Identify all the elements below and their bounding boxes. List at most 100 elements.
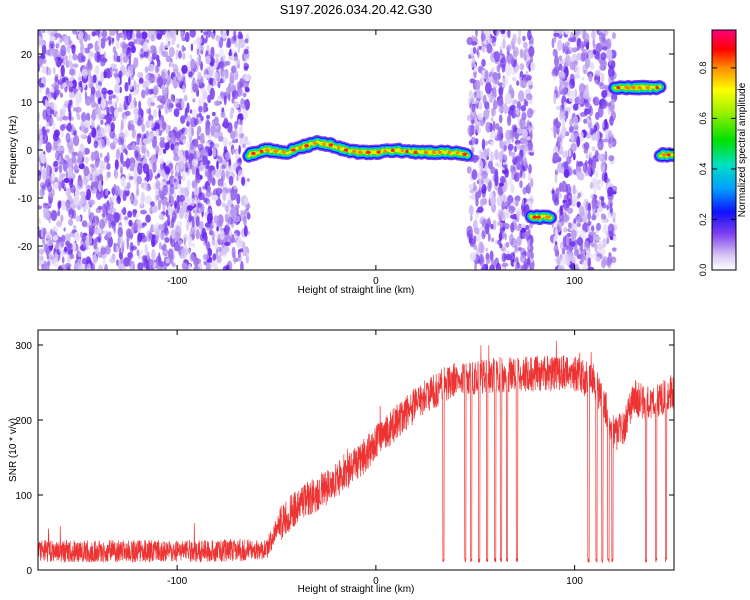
noise-speck [99, 138, 105, 150]
noise-speck [148, 133, 152, 141]
noise-speck [177, 240, 183, 245]
noise-speck [524, 56, 528, 62]
noise-speck [161, 71, 166, 79]
noise-speck [528, 45, 535, 58]
noise-speck [567, 252, 574, 262]
noise-speck [61, 264, 66, 269]
noise-speck [209, 87, 215, 100]
noise-speck [124, 110, 131, 116]
noise-speck [216, 160, 219, 170]
noise-speck [214, 229, 221, 240]
signal-peak [438, 150, 442, 154]
noise-speck [164, 142, 170, 151]
noise-speck [601, 162, 606, 168]
noise-speck [181, 45, 185, 52]
noise-speck [186, 120, 190, 127]
noise-speck [561, 88, 568, 96]
signal-peak [405, 149, 409, 153]
noise-speck [228, 175, 234, 186]
noise-speck [564, 44, 569, 55]
noise-speck [98, 81, 103, 86]
noise-speck [64, 246, 68, 253]
noise-speck [186, 127, 193, 138]
noise-speck [601, 172, 606, 182]
noise-speck [151, 237, 156, 248]
noise-speck [471, 169, 478, 180]
noise-speck [114, 159, 119, 171]
noise-speck [210, 62, 215, 67]
noise-speck [188, 197, 196, 208]
noise-speck [473, 185, 478, 192]
noise-speck [562, 42, 565, 54]
noise-speck [118, 252, 123, 260]
noise-speck [565, 110, 569, 120]
snr-plot-area [38, 340, 674, 564]
noise-speck [118, 102, 122, 113]
noise-region [38, 30, 252, 270]
noise-speck [556, 255, 561, 266]
noise-speck [62, 56, 66, 66]
noise-speck [158, 108, 161, 118]
noise-speck [123, 129, 130, 137]
noise-speck [117, 227, 123, 238]
noise-speck [511, 151, 516, 160]
noise-speck [235, 138, 239, 144]
noise-speck [509, 104, 516, 111]
noise-speck [197, 72, 202, 80]
noise-speck [466, 37, 474, 46]
noise-speck [110, 63, 118, 69]
noise-speck [590, 193, 594, 199]
noise-speck [230, 190, 237, 201]
noise-speck [81, 55, 86, 63]
noise-speck [106, 106, 110, 116]
noise-speck [103, 135, 107, 141]
noise-speck [487, 232, 491, 242]
noise-speck [59, 75, 63, 80]
noise-speck [44, 125, 48, 131]
noise-speck [46, 128, 50, 133]
noise-speck [601, 90, 608, 98]
noise-speck [131, 128, 136, 139]
noise-speck [563, 101, 567, 109]
noise-speck [85, 112, 91, 122]
noise-speck [594, 235, 601, 241]
noise-speck [68, 232, 75, 238]
noise-speck [516, 211, 521, 216]
spectrogram-x-tick-label: 0 [373, 276, 379, 287]
noise-speck [242, 244, 246, 251]
spectrogram-y-tick-label: 10 [21, 98, 33, 109]
noise-speck [505, 241, 510, 248]
noise-speck [599, 100, 602, 109]
noise-speck [506, 44, 512, 52]
noise-speck [175, 103, 181, 108]
noise-speck [145, 130, 149, 138]
noise-speck [498, 151, 503, 164]
noise-speck [105, 188, 109, 196]
signal-peak [413, 150, 418, 154]
noise-speck [505, 129, 512, 140]
noise-speck [46, 122, 50, 127]
noise-speck [62, 82, 67, 88]
noise-speck [234, 103, 240, 109]
noise-speck [234, 204, 240, 210]
noise-speck [56, 59, 63, 67]
noise-speck [141, 89, 146, 99]
noise-speck [556, 124, 560, 135]
noise-speck [155, 128, 160, 136]
noise-speck [522, 171, 526, 180]
noise-speck [528, 125, 535, 131]
noise-speck [182, 262, 188, 270]
noise-speck [214, 264, 219, 270]
noise-speck [55, 150, 60, 161]
noise-speck [206, 114, 211, 120]
noise-speck [211, 32, 215, 40]
noise-speck [110, 122, 115, 132]
noise-speck [518, 90, 525, 102]
noise-speck [561, 180, 567, 193]
noise-speck [522, 35, 526, 42]
noise-speck [220, 111, 226, 118]
noise-speck [490, 151, 494, 163]
noise-speck [226, 30, 230, 37]
noise-speck [113, 242, 117, 253]
noise-speck [42, 130, 46, 140]
